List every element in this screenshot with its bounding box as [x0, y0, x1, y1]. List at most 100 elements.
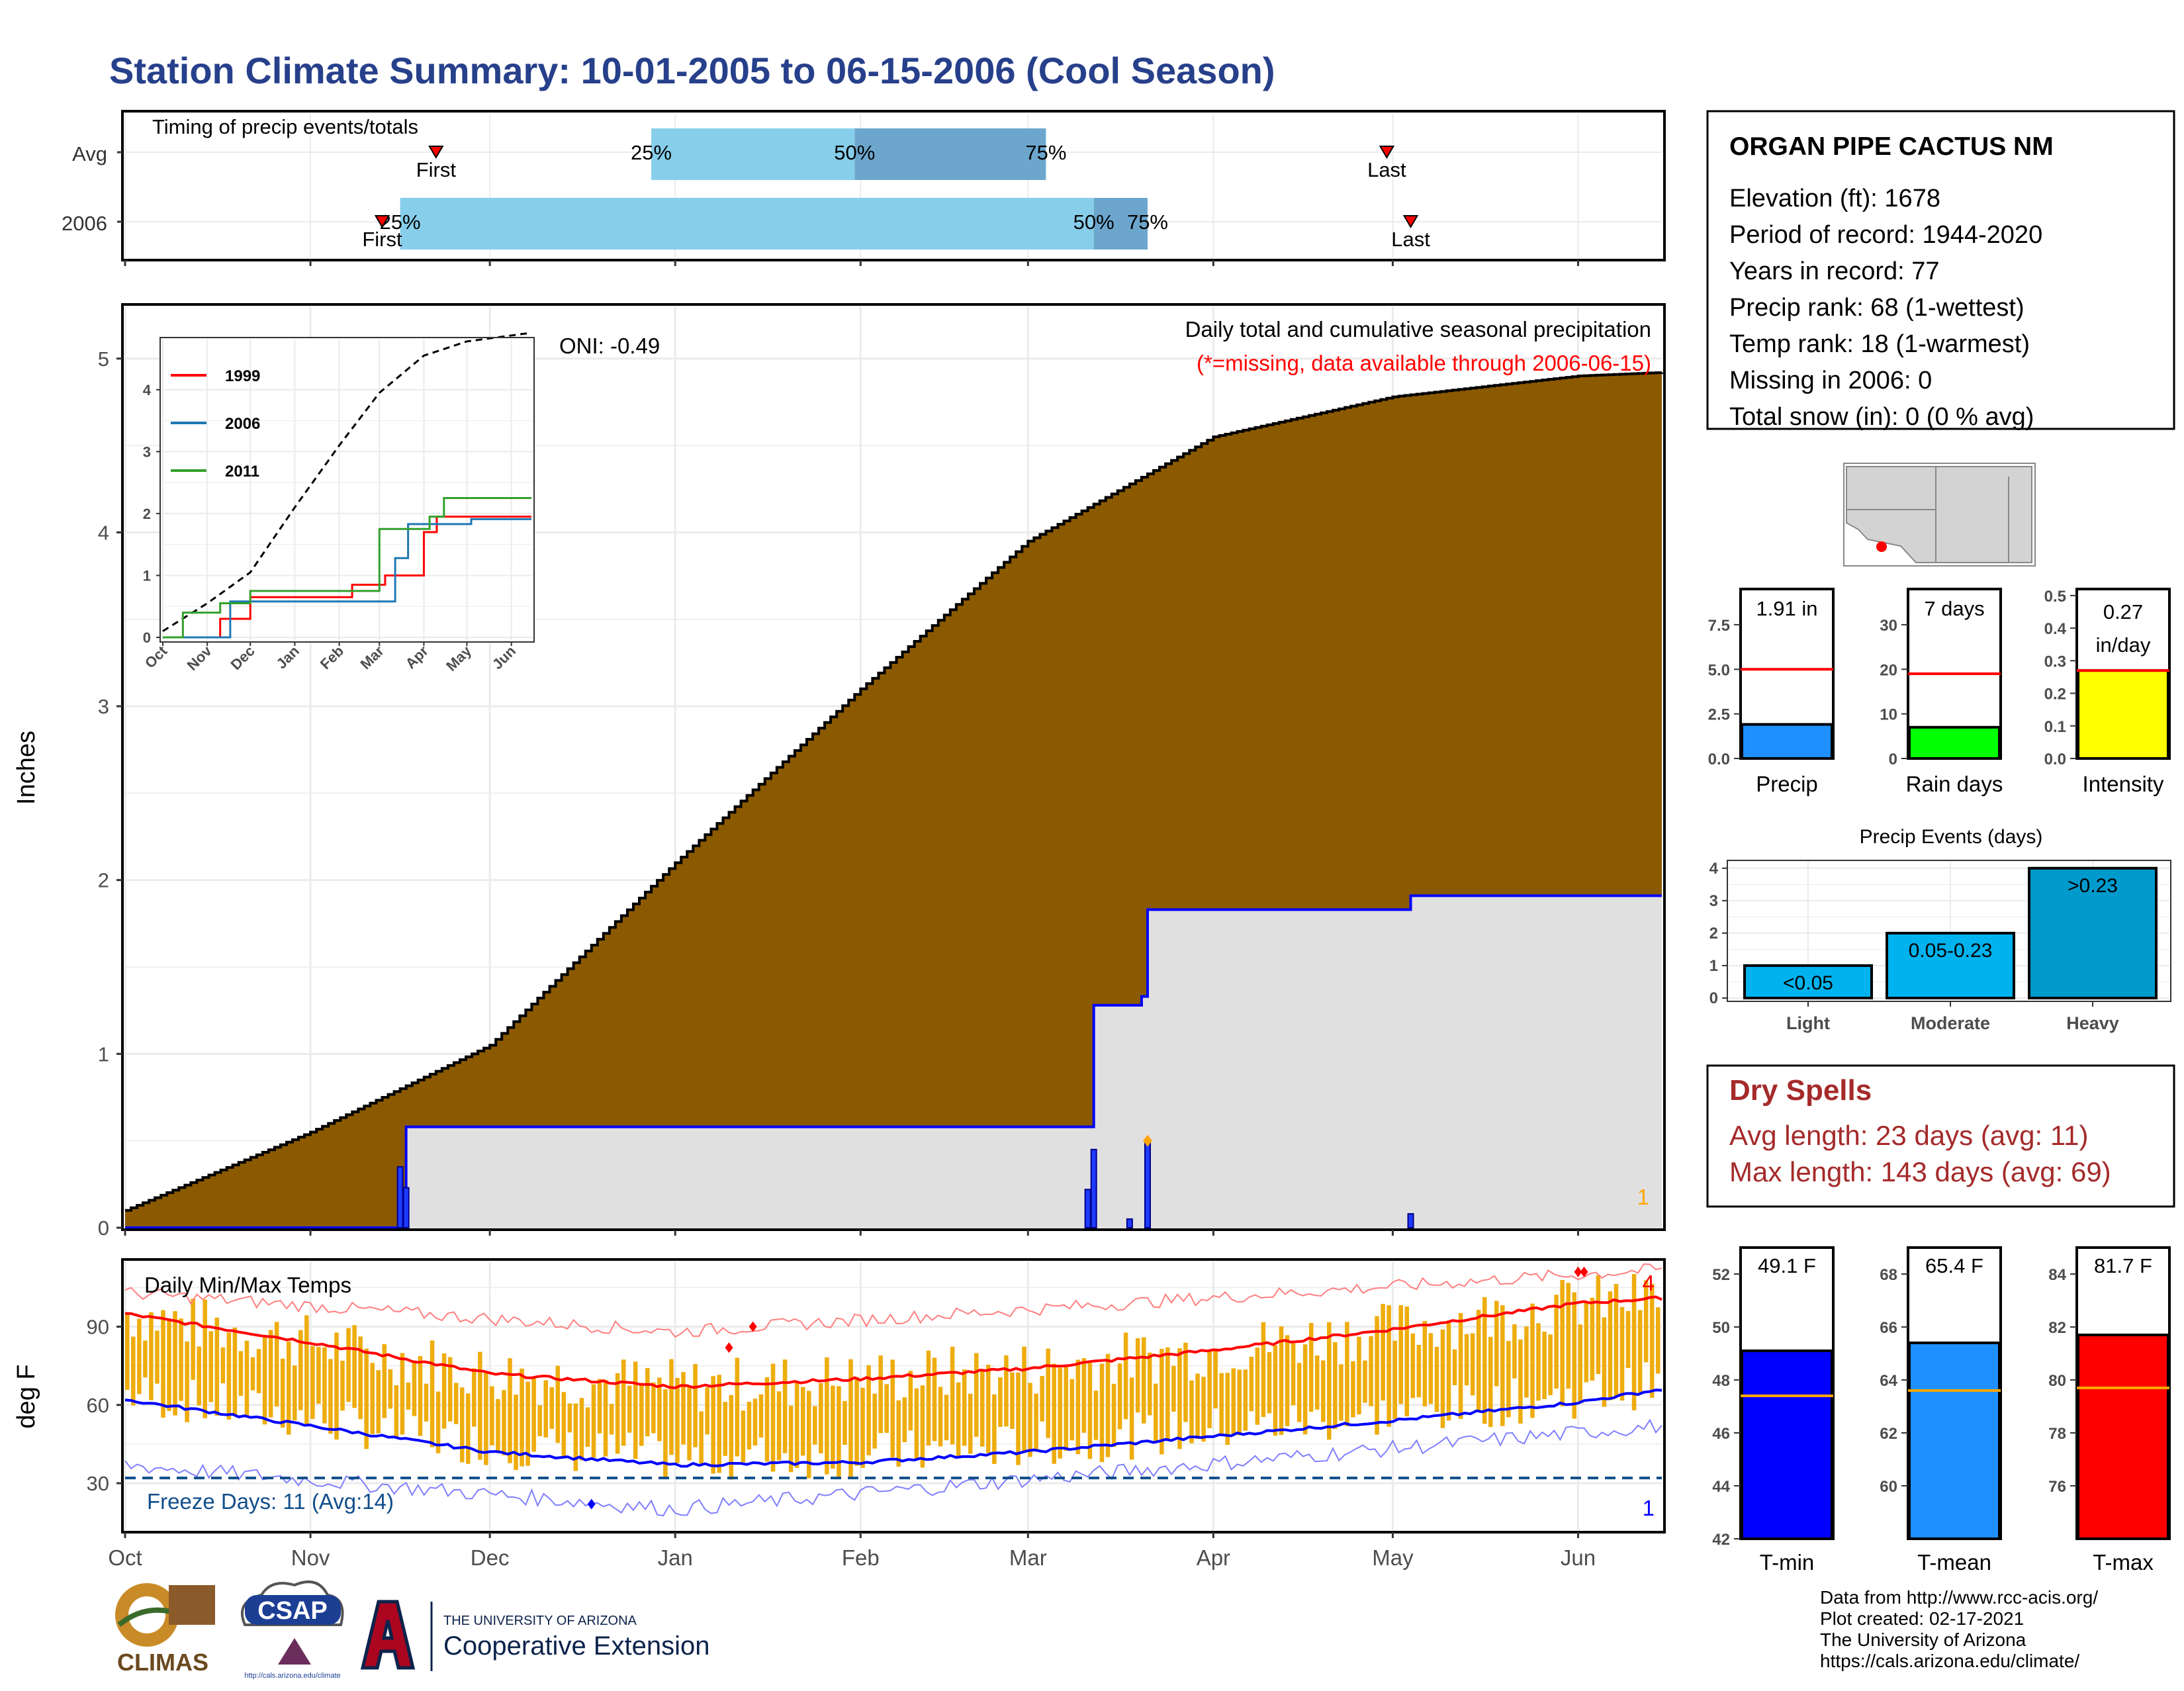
daily-temp-bar	[238, 1351, 244, 1396]
daily-temp-bar	[1010, 1372, 1015, 1429]
daily-temp-bar	[1225, 1373, 1230, 1445]
record-high-marker	[725, 1342, 733, 1353]
daily-temp-bar	[603, 1380, 608, 1457]
station-info-box: ORGAN PIPE CACTUS NM Elevation (ft): 167…	[1706, 110, 2175, 431]
daily-temp-bar	[1087, 1363, 1093, 1459]
daily-temp-bar	[1452, 1349, 1457, 1385]
daily-temp-bar	[800, 1387, 805, 1456]
timing-p25-label: 25%	[380, 210, 421, 234]
daily-temp-bar	[902, 1397, 907, 1443]
daily-temp-bar	[1237, 1369, 1242, 1436]
credit-line: https://cals.arizona.edu/climate/	[1820, 1651, 2079, 1671]
daily-temp-bar	[472, 1368, 477, 1427]
daily-temp-bar	[1302, 1344, 1308, 1435]
daily-temp-bar	[310, 1346, 315, 1419]
daily-temp-bar	[1267, 1351, 1272, 1414]
daily-temp-bar	[962, 1369, 967, 1446]
inset-y-tick-label: 4	[143, 382, 152, 398]
daily-temp-bar	[1625, 1310, 1631, 1368]
ua-block-a	[360, 1600, 416, 1670]
inset-legend-label: 1999	[225, 367, 260, 385]
daily-temp-bar	[1201, 1377, 1206, 1442]
daily-temp-bar	[1422, 1320, 1428, 1406]
daily-temp-bar	[1524, 1326, 1529, 1398]
gauge-tick-label: 0.2	[2044, 686, 2066, 704]
daily-temp-bar	[1440, 1329, 1445, 1428]
timing-bar-25-50	[651, 128, 855, 180]
daily-temp-bar	[137, 1318, 142, 1394]
daily-temp-bar	[980, 1369, 985, 1447]
daily-temp-bar	[502, 1390, 506, 1455]
daily-precip-bar	[1144, 1140, 1151, 1228]
daily-temp-bar	[711, 1376, 715, 1474]
credit-line: Data from http://www.rcc-acis.org/	[1820, 1587, 2098, 1608]
university-of-arizona-logo[interactable]: THE UNIVERSITY OF ARIZONA Cooperative Ex…	[360, 1600, 709, 1671]
events-frame	[1727, 860, 2171, 1002]
temp-top-count: 4	[1643, 1271, 1655, 1295]
daily-temp-bar	[908, 1371, 913, 1431]
daily-temp-bar	[1243, 1369, 1248, 1431]
gauge-value: 0.27	[2103, 600, 2143, 623]
csap-url-text: http://cals.arizona.edu/climate	[244, 1672, 341, 1680]
oni-value: ONI: -0.49	[559, 334, 660, 358]
daily-temp-bar	[825, 1357, 829, 1475]
record-tmin-line	[124, 1418, 1662, 1517]
daily-temp-bar	[998, 1377, 1003, 1427]
daily-temp-bar	[884, 1384, 889, 1433]
gauge-precip: 0.0 2.5 5.0 7.5 1.91 in Precip	[1708, 588, 1835, 796]
station-frame	[1706, 110, 2175, 430]
precip-y-tick-label: 2	[98, 869, 109, 892]
daily-temp-bar	[274, 1322, 279, 1407]
daily-temp-bar	[1530, 1303, 1535, 1418]
daily-temp-bar	[149, 1312, 154, 1400]
daily-temp-bar	[388, 1369, 393, 1409]
daily-temp-bar	[1177, 1348, 1182, 1449]
timing-first-marker	[374, 215, 390, 228]
gauge-tick-label: 7.5	[1708, 617, 1730, 635]
daily-temp-bar	[723, 1402, 728, 1456]
daily-temp-bar	[1572, 1292, 1577, 1419]
daily-temp-bar	[866, 1365, 871, 1455]
temp-gauge-tick-label: 48	[1712, 1372, 1730, 1390]
daily-temp-bar	[1458, 1312, 1463, 1419]
daily-temp-bar	[651, 1382, 656, 1434]
temp-gauge-t-max: 76 78 80 82 84 81.7 F T-max	[2048, 1246, 2171, 1575]
daily-temp-bar	[669, 1359, 674, 1455]
station-period: Period of record: 1944-2020	[1729, 221, 2042, 249]
daily-temp-bar	[352, 1325, 357, 1408]
daily-temp-bar	[1261, 1322, 1266, 1417]
daily-temp-bar	[412, 1362, 417, 1416]
daily-temp-bar	[256, 1349, 261, 1393]
daily-temp-bar	[346, 1328, 351, 1402]
record-high-marker	[1580, 1266, 1588, 1277]
daily-temp-bar	[896, 1400, 901, 1467]
timing-p50-label: 50%	[834, 141, 875, 164]
daily-temp-bar	[968, 1393, 973, 1454]
csap-logo[interactable]: CSAP http://cals.arizona.edu/climate	[241, 1580, 344, 1680]
daily-temp-bar	[1046, 1348, 1050, 1438]
page-title: Station Climate Summary: 10-01-2005 to 0…	[109, 50, 1275, 91]
average-tmin-line	[124, 1389, 1662, 1468]
daily-temp-bar	[687, 1386, 692, 1461]
dry-spells-avg: Avg length: 23 days (avg: 11)	[1729, 1120, 2088, 1151]
daily-temp-bar	[1297, 1363, 1302, 1422]
gauge-tick-label: 0.3	[2044, 653, 2066, 670]
timing-first-label: First	[362, 228, 402, 251]
temp-gauge-tick-label: 60	[1880, 1478, 1897, 1496]
daily-temp-bar	[1548, 1334, 1553, 1396]
events-x-tick-label: Moderate	[1911, 1013, 1990, 1033]
daily-temp-bar	[1518, 1339, 1523, 1424]
temp-x-tick-label: Dec	[471, 1545, 510, 1570]
daily-temp-bar	[441, 1353, 447, 1429]
dry-spells-title: Dry Spells	[1729, 1074, 1872, 1107]
events-y-tick-label: 1	[1709, 957, 1718, 975]
daily-temp-bar	[1416, 1345, 1422, 1398]
climas-logo[interactable]: CLIMAS	[115, 1583, 215, 1676]
temp-x-tick-label: Apr	[1197, 1545, 1230, 1570]
temp-gauge-tick-label: 84	[2048, 1266, 2066, 1284]
temp-gauge-tick-label: 80	[2048, 1372, 2066, 1390]
temp-gauge-value: 65.4 F	[1925, 1254, 1983, 1277]
temp-x-tick-label: Jun	[1561, 1545, 1596, 1570]
precip-y-tick-label: 0	[98, 1216, 109, 1240]
